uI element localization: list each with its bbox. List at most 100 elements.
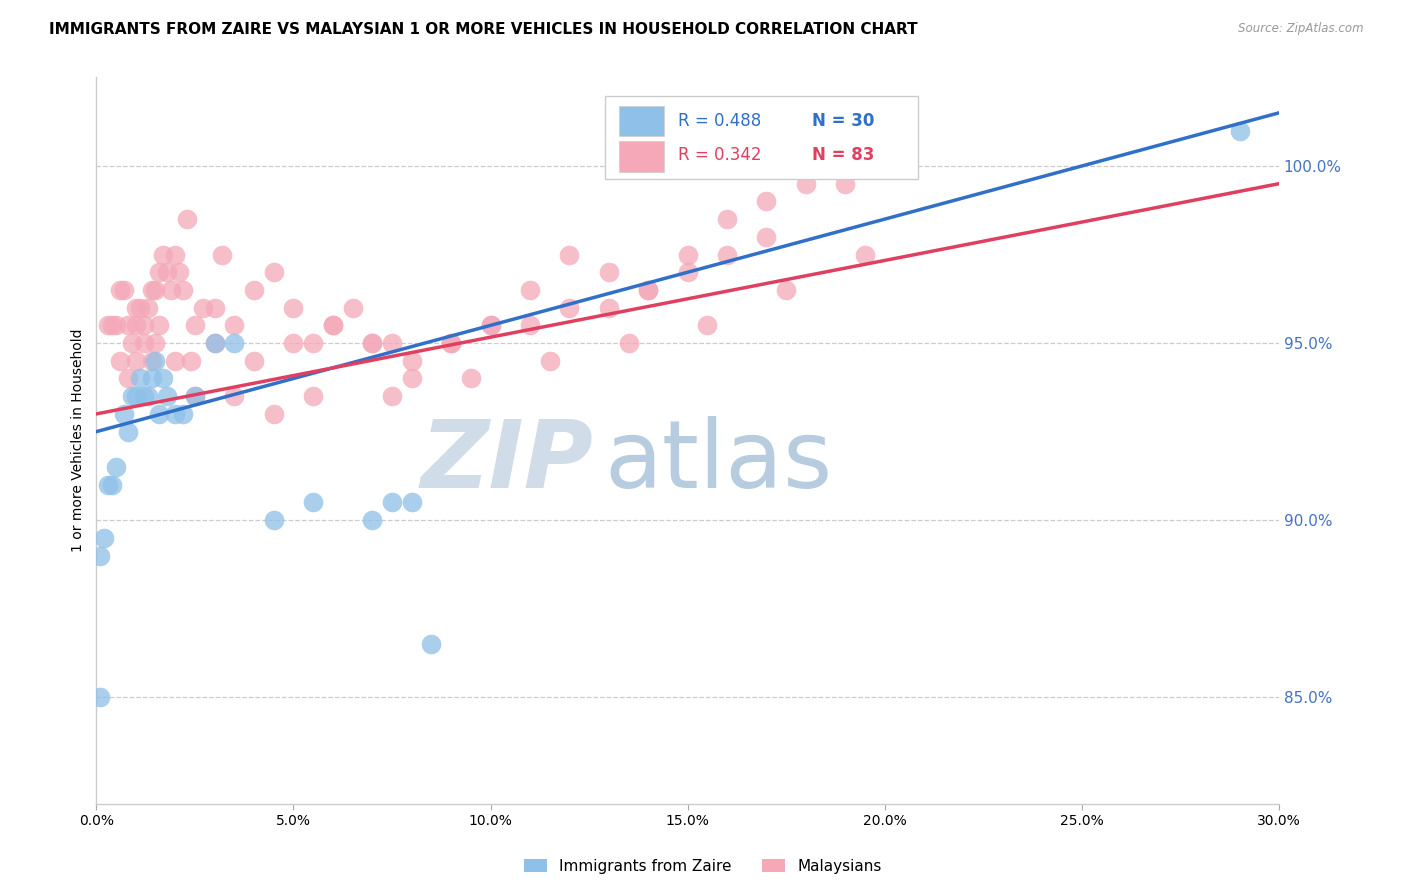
Point [121, 336, 143, 351]
Point [125, 389, 148, 403]
Point [97, 318, 120, 333]
Point [141, 371, 163, 385]
Point [101, 318, 124, 333]
Point [302, 389, 325, 403]
Point [121, 389, 143, 403]
Point [204, 336, 226, 351]
Point [479, 318, 502, 333]
Point [105, 318, 128, 333]
Point [165, 407, 187, 421]
Point [141, 283, 163, 297]
Point [105, 460, 128, 475]
Point [145, 336, 167, 351]
Point [145, 353, 167, 368]
Point [132, 336, 155, 351]
Point [148, 318, 170, 333]
Text: N = 83: N = 83 [811, 146, 875, 164]
Point [558, 247, 581, 261]
Point [302, 336, 325, 351]
Point [117, 425, 139, 439]
Point [1229, 123, 1251, 137]
Point [167, 265, 190, 279]
Point [93, 531, 115, 545]
Point [125, 353, 148, 368]
Point [108, 353, 131, 368]
Point [322, 318, 344, 333]
Point [108, 283, 131, 297]
Point [676, 265, 699, 279]
Point [125, 318, 148, 333]
Text: ZIP: ZIP [420, 417, 593, 508]
Point [148, 265, 170, 279]
Text: atlas: atlas [605, 417, 834, 508]
Point [128, 301, 150, 315]
Point [148, 407, 170, 421]
Point [381, 336, 404, 351]
Point [381, 389, 404, 403]
Point [128, 371, 150, 385]
Point [132, 318, 155, 333]
Point [617, 336, 640, 351]
Point [263, 407, 285, 421]
Point [117, 371, 139, 385]
Point [460, 371, 482, 385]
Point [184, 389, 207, 403]
Point [834, 177, 856, 191]
Point [401, 353, 423, 368]
Point [117, 318, 139, 333]
Text: IMMIGRANTS FROM ZAIRE VS MALAYSIAN 1 OR MORE VEHICLES IN HOUSEHOLD CORRELATION C: IMMIGRANTS FROM ZAIRE VS MALAYSIAN 1 OR … [49, 22, 918, 37]
Point [420, 637, 443, 651]
Point [152, 371, 174, 385]
Point [204, 301, 226, 315]
Point [283, 301, 305, 315]
Point [180, 353, 202, 368]
Point [125, 301, 148, 315]
Point [263, 513, 285, 527]
Point [172, 283, 194, 297]
Point [716, 212, 738, 227]
Point [101, 477, 124, 491]
Point [794, 177, 817, 191]
Point [637, 283, 659, 297]
Point [176, 212, 198, 227]
Text: R = 0.488: R = 0.488 [678, 112, 762, 130]
Point [165, 353, 187, 368]
Point [558, 301, 581, 315]
Point [361, 336, 384, 351]
Text: R = 0.342: R = 0.342 [678, 146, 762, 164]
Point [243, 353, 266, 368]
Point [172, 407, 194, 421]
Point [112, 407, 135, 421]
Point [160, 283, 183, 297]
Point [598, 265, 620, 279]
Point [873, 141, 896, 155]
Point [755, 229, 778, 244]
Point [479, 318, 502, 333]
FancyBboxPatch shape [619, 141, 664, 172]
Legend: Immigrants from Zaire, Malaysians: Immigrants from Zaire, Malaysians [517, 853, 889, 880]
Point [145, 283, 167, 297]
Point [263, 265, 285, 279]
Point [224, 318, 246, 333]
FancyBboxPatch shape [619, 106, 664, 136]
Point [156, 389, 179, 403]
Point [243, 283, 266, 297]
Point [165, 247, 187, 261]
Point [184, 389, 207, 403]
Point [755, 194, 778, 209]
Text: N = 30: N = 30 [811, 112, 875, 130]
Point [191, 301, 214, 315]
Point [136, 301, 159, 315]
Point [775, 283, 797, 297]
Point [598, 301, 620, 315]
Point [401, 495, 423, 509]
Point [322, 318, 344, 333]
Point [676, 247, 699, 261]
FancyBboxPatch shape [605, 95, 918, 179]
Point [224, 336, 246, 351]
Point [361, 513, 384, 527]
Point [302, 495, 325, 509]
Point [440, 336, 463, 351]
Point [342, 301, 364, 315]
Point [211, 247, 233, 261]
